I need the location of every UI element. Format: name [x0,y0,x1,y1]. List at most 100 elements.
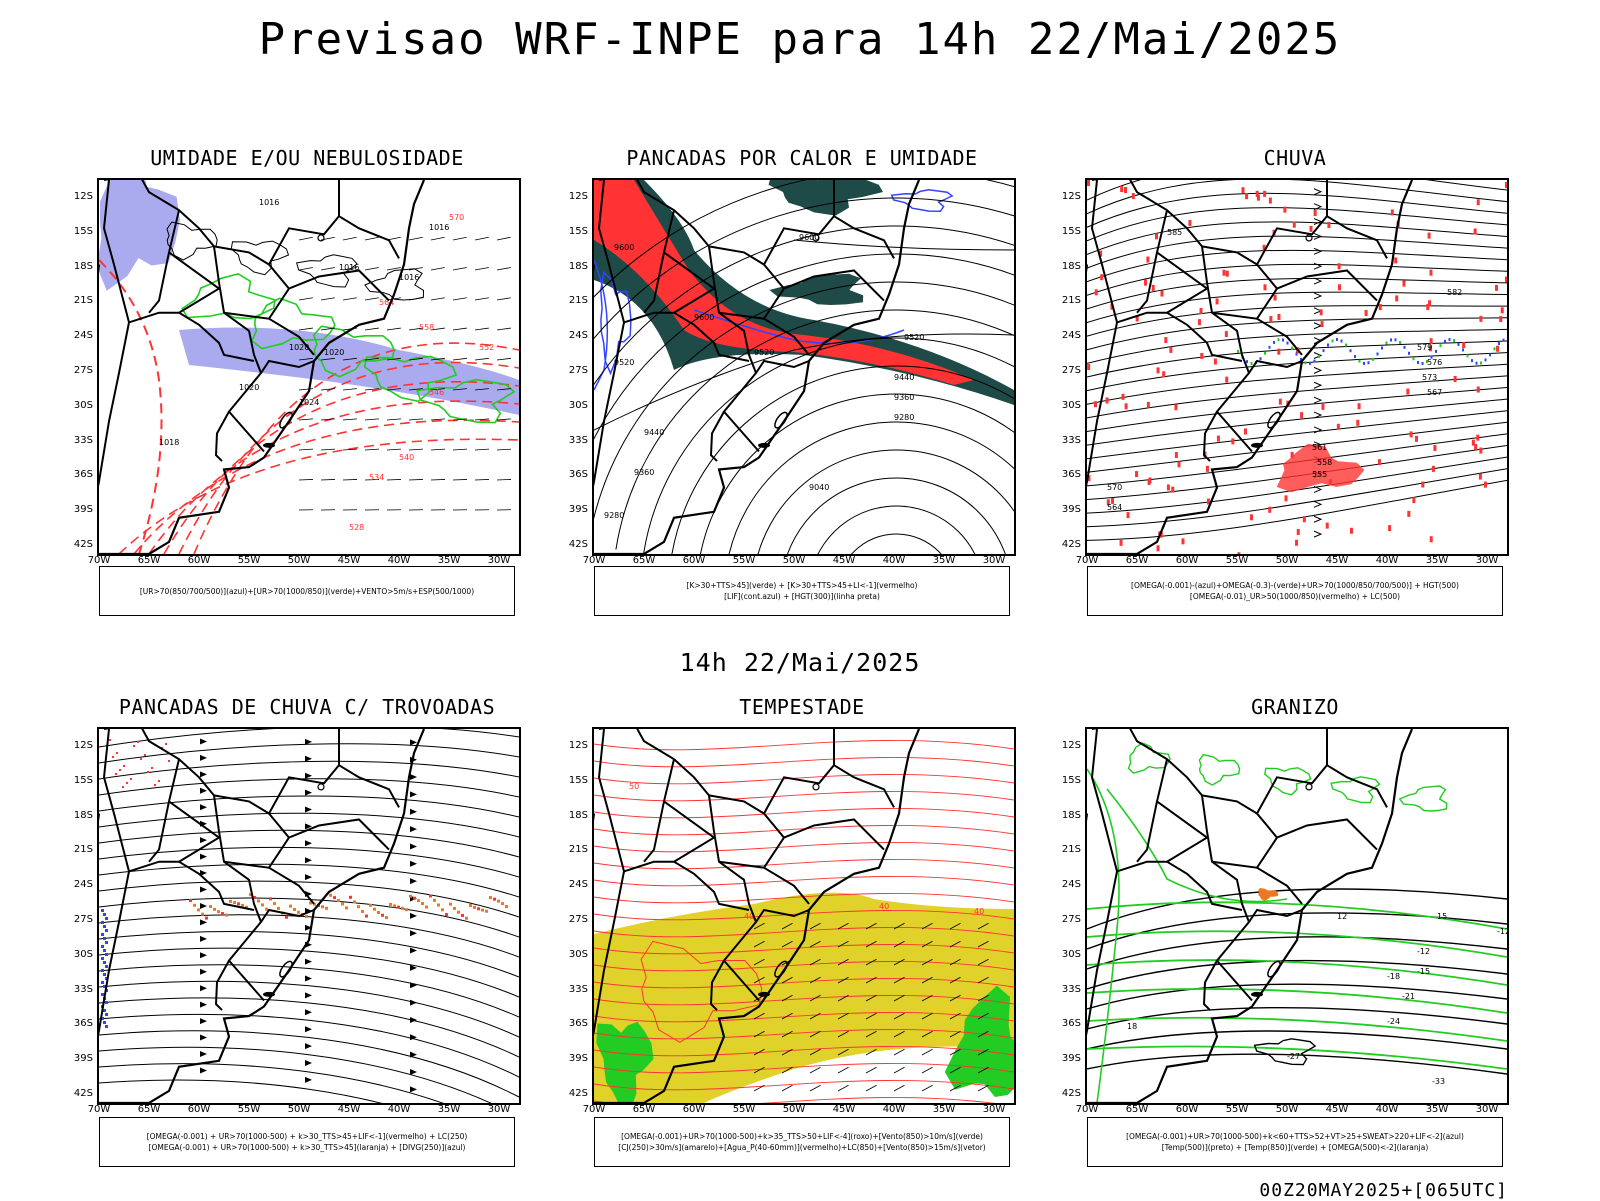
omega-cell [1440,344,1442,347]
rain-cell [1171,487,1174,493]
divergence-cell [101,945,104,948]
thunderstorm-cell [361,910,364,913]
thunderstorm-cell [381,914,384,917]
latitude-tick-label: 42S [560,539,588,550]
divergence-cell [105,917,108,920]
rain-cell [1160,291,1163,297]
omega-cell [1314,360,1316,363]
wind-vector [978,1085,989,1091]
rain-cell [1279,399,1282,405]
thunderstorm-cell [221,912,224,915]
latitude-tick-label: 36S [1053,469,1081,480]
contour-label: -12 [1497,927,1507,936]
latitude-tick-label: 39S [65,1053,93,1064]
omega-cell [1386,341,1388,344]
lagoon [1266,410,1283,429]
streamline-arrow [1314,531,1321,537]
rain-cell [1250,514,1253,520]
thunderstorm-cell [277,907,280,910]
contour-label: 9520 [754,348,774,357]
latitude-tick-label: 21S [1053,844,1081,855]
thickness-contour [134,420,519,554]
rain-cell [1501,307,1504,313]
contour-label: 15 [1437,912,1447,921]
streamline-arrow [200,771,207,777]
omega-cell [1413,357,1415,360]
map-svg [99,729,519,1103]
wind-vector [365,267,379,270]
wind-vector [922,1085,933,1091]
rain-cell [1167,484,1170,490]
wind-vector [343,298,357,300]
brasilia-marker [1306,235,1312,241]
rain-cell [1245,193,1248,199]
country-border [224,271,389,319]
streamline-arrow [200,738,207,744]
thunderstorm-cell [341,902,344,905]
contour-label: 585 [1167,228,1182,237]
temp500-contour [1087,889,1507,929]
country-border [339,216,399,258]
thunderstorm-cell [465,917,468,920]
longitude-tick-label: 55W [728,1104,760,1115]
panel-title: GRANIZO [1075,695,1515,719]
thunderstorm-cell [237,902,240,905]
contour-label: 570 [1107,483,1122,492]
streamline-arrow [1314,382,1321,388]
latitude-tick-label: 12S [560,191,588,202]
omega-cell [1395,338,1397,341]
rain-cell [1174,404,1177,410]
longitude-tick-label: 55W [1221,1104,1253,1115]
latitude-tick-label: 39S [1053,1053,1081,1064]
thunderstorm-cell [409,895,412,898]
contour-label: 534 [369,473,384,482]
longitude-tick-label: 40W [878,1104,910,1115]
contour-label: 570 [449,213,464,222]
streamline-arrow [305,992,312,998]
legend-caption-box: [UR>70(850/700/500)](azul)+[UR>70(1000/8… [99,566,515,616]
omega-cell [1408,352,1410,355]
country-border [1202,246,1257,264]
thunderstorm-cell [321,905,324,908]
omega-cell [1462,348,1464,351]
omega-cell [1282,338,1284,341]
rain-cell [1428,233,1431,239]
wind-vector [387,419,401,420]
rain-cell [1454,376,1457,382]
legend-caption-line: [UR>70(850/700/500)](azul)+[UR>70(1000/8… [100,586,514,597]
streamline-arrow [200,854,207,860]
brasilia-marker [318,235,324,241]
longitude-tick-label: 35W [1421,1104,1453,1115]
wind-vector [365,419,379,420]
wind-vector [299,419,313,420]
main-title: Previsao WRF-INPE para 14h 22/Mai/2025 [0,14,1600,65]
rain-cell [1410,431,1413,437]
thunderstorm-cell [433,899,436,902]
wind-vector [299,479,313,480]
wind-vector [453,237,467,240]
thickness-contour [99,260,162,554]
rain-cell [1356,420,1359,426]
contour-label: 552 [479,343,494,352]
rain-cell [1146,257,1149,263]
thunderstorm-cell [217,910,220,913]
omega-cell [1363,362,1365,365]
streamline-arrow [1314,248,1321,254]
omega-cell [1341,339,1343,342]
wind-vector [299,237,313,240]
thunderstorm-cell [425,906,428,909]
omega-cell [1404,346,1406,349]
wind-vector [409,237,423,240]
country-border [834,765,894,807]
thunderstorm-cell [209,905,212,908]
streamline-arrow [200,1002,207,1008]
longitude-tick-label: 60W [678,1104,710,1115]
longitude-tick-label: 60W [1171,555,1203,566]
contour-label: 558 [1317,458,1332,467]
longitude-tick-label: 70W [83,1104,115,1115]
streamline-arrow [305,756,312,762]
latitude-tick-label: 39S [65,504,93,515]
panel-title: CHUVA [1075,146,1515,170]
rain-cell [1476,435,1479,441]
contour-label: 12 [1337,912,1347,921]
